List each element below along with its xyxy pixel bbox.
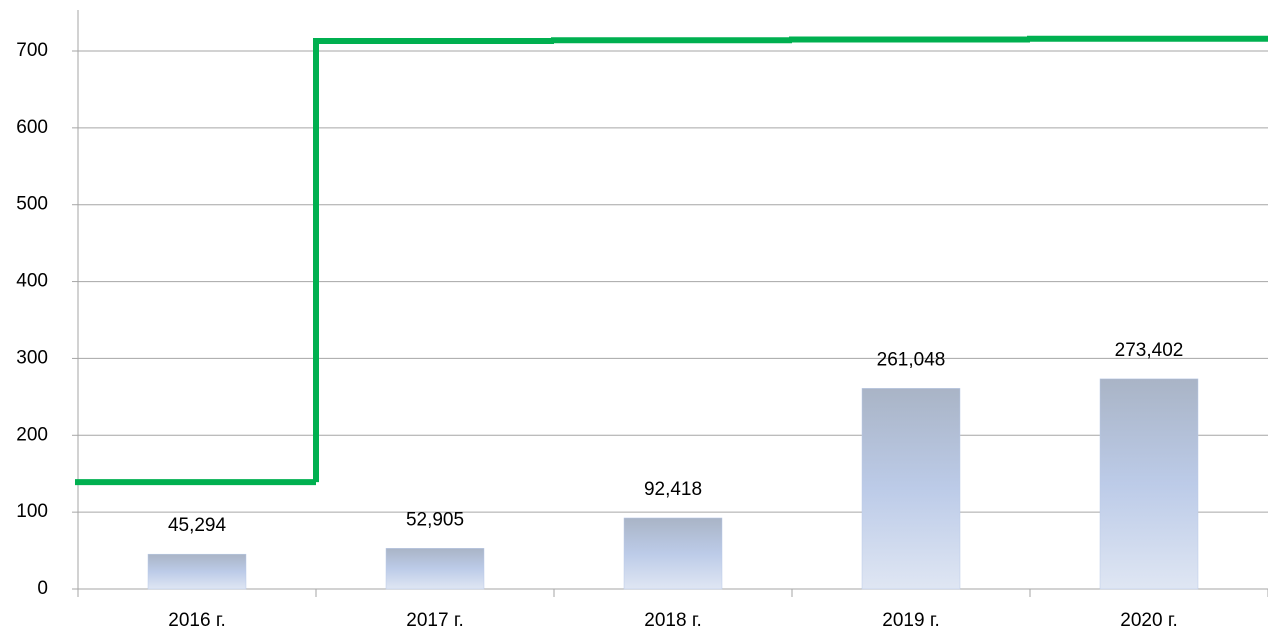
x-tick-label: 2016 г. bbox=[168, 610, 225, 631]
y-tick-label: 400 bbox=[16, 271, 48, 292]
y-tick-label: 0 bbox=[37, 578, 48, 599]
x-tick-label: 2017 г. bbox=[406, 610, 463, 631]
bar bbox=[1099, 378, 1199, 590]
bar bbox=[861, 388, 961, 590]
bar bbox=[147, 553, 247, 590]
x-tick-label: 2019 г. bbox=[882, 610, 939, 631]
value-label: 92,418 bbox=[644, 479, 702, 500]
y-tick-label: 100 bbox=[16, 501, 48, 522]
bar bbox=[623, 517, 723, 590]
x-tick-label: 2020 г. bbox=[1120, 610, 1177, 631]
value-label: 261,048 bbox=[877, 349, 946, 370]
y-tick-label: 600 bbox=[16, 117, 48, 138]
x-tick-label: 2018 г. bbox=[644, 610, 701, 631]
y-tick-label: 200 bbox=[16, 424, 48, 445]
value-label: 273,402 bbox=[1115, 340, 1184, 361]
y-tick-label: 300 bbox=[16, 347, 48, 368]
value-label: 52,905 bbox=[406, 509, 464, 530]
bar bbox=[385, 548, 485, 590]
y-tick-label: 700 bbox=[16, 40, 48, 61]
value-label: 45,294 bbox=[168, 515, 227, 536]
y-tick-label: 500 bbox=[16, 194, 48, 215]
